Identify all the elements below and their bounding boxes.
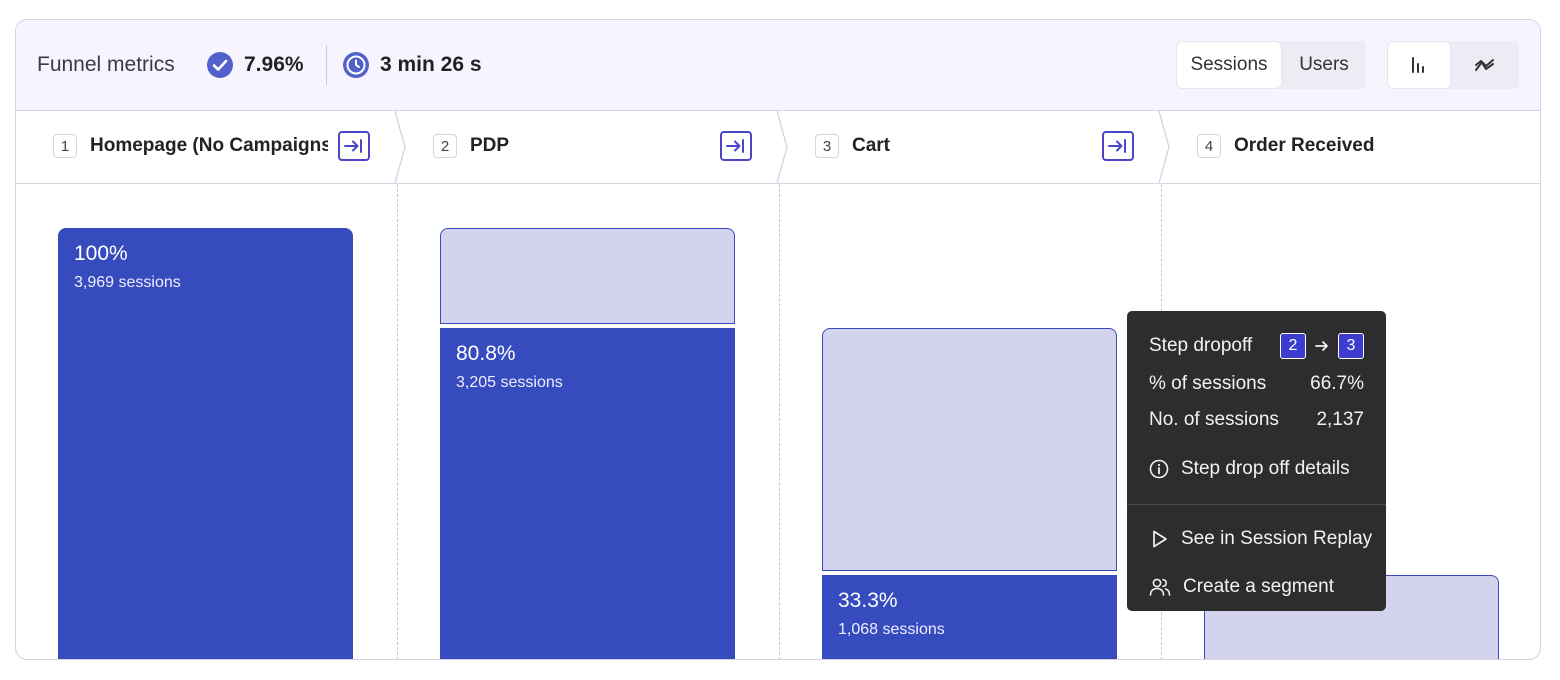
step-divider	[779, 184, 780, 659]
pct-value: 66.7%	[1310, 373, 1364, 394]
step-number: 3	[815, 134, 839, 158]
step-dropoff-details-link[interactable]: Step drop off details	[1149, 458, 1350, 480]
conversion-bar[interactable]: 80.8% 3,205 sessions	[440, 327, 735, 659]
pct-row: % of sessions 66.7%	[1149, 373, 1364, 395]
divider	[326, 45, 327, 85]
page-title: Funnel metrics	[37, 53, 175, 76]
trend-icon	[1475, 59, 1494, 71]
count-row: No. of sessions 2,137	[1149, 409, 1364, 431]
step-number: 1	[53, 134, 77, 158]
arrow-to-end-icon	[344, 139, 362, 153]
conversion-metric: 7.96%	[206, 51, 304, 79]
bar-count-label: 3,969 sessions	[74, 274, 181, 291]
tooltip-title: Step dropoff	[1149, 335, 1253, 356]
sessions-users-toggle: Sessions Users	[1176, 41, 1366, 89]
session-replay-action[interactable]: See in Session Replay	[1149, 528, 1372, 550]
create-segment-label: Create a segment	[1183, 576, 1335, 597]
clock-icon	[343, 52, 369, 78]
pct-label: % of sessions	[1149, 373, 1267, 394]
conversion-bar[interactable]: 100% 3,969 sessions	[58, 228, 353, 659]
time-metric: 3 min 26 s	[342, 51, 482, 79]
from-step-chip: 2	[1280, 333, 1306, 359]
step-name: Homepage (No Campaigns	[90, 135, 328, 156]
view-mode-toggle	[1387, 41, 1519, 89]
count-label: No. of sessions	[1149, 409, 1279, 430]
step-number: 4	[1197, 134, 1221, 158]
session-replay-label: See in Session Replay	[1181, 528, 1373, 549]
toggle-users[interactable]: Users	[1299, 54, 1349, 75]
step-chevron	[776, 111, 788, 183]
check-circle-icon	[207, 52, 233, 78]
step-chevron	[1158, 111, 1170, 183]
conversion-bar[interactable]: 33.3% 1,068 sessions	[822, 574, 1117, 659]
funnel-step-3[interactable]: 3 Cart	[780, 111, 1162, 183]
create-segment-action[interactable]: Create a segment	[1149, 576, 1334, 598]
dropoff-bar[interactable]	[822, 327, 1117, 571]
step-dropoff-tooltip: Step dropoff 2 3 % of sessions 66.7% No.…	[1127, 311, 1386, 611]
to-step-chip: 3	[1338, 333, 1364, 359]
bar-view-button[interactable]	[1387, 41, 1451, 89]
conversion-rate: 7.96%	[244, 53, 304, 76]
toggle-sessions[interactable]: Sessions	[1176, 41, 1282, 89]
step-transition: 2 3	[1280, 333, 1364, 359]
info-icon	[1149, 459, 1169, 479]
arrow-to-end-icon	[726, 139, 744, 153]
jump-to-step-button[interactable]	[1102, 131, 1134, 161]
bar-chart-icon	[1412, 57, 1424, 73]
funnel-header: Funnel metrics 7.96% 3 min 26 s Sessions…	[16, 20, 1540, 111]
tooltip-divider	[1127, 504, 1386, 505]
step-chevron	[394, 111, 406, 183]
play-icon	[1153, 530, 1167, 548]
arrow-to-end-icon	[1108, 139, 1126, 153]
step-name: Cart	[852, 135, 891, 156]
bar-percent-label: 33.3%	[838, 588, 898, 612]
jump-to-step-button[interactable]	[338, 131, 370, 161]
jump-to-step-button[interactable]	[720, 131, 752, 161]
count-value: 2,137	[1316, 409, 1364, 430]
bar-percent-label: 100%	[74, 242, 128, 265]
tooltip-header: Step dropoff 2 3	[1149, 333, 1364, 359]
funnel-chart: 100% 3,969 sessions 80.8% 3,205 sessions 33.…	[16, 184, 1540, 659]
bar-count-label: 3,205 sessions	[456, 373, 563, 391]
arrow-right-icon	[1315, 341, 1328, 351]
bar-count-label: 1,068 sessions	[838, 620, 945, 638]
trend-view-button[interactable]	[1451, 41, 1519, 89]
bar-percent-label: 80.8%	[456, 341, 516, 365]
avg-time: 3 min 26 s	[380, 53, 482, 76]
funnel-step-2[interactable]: 2 PDP	[398, 111, 780, 183]
funnel-step-1[interactable]: 1 Homepage (No Campaigns	[16, 111, 398, 183]
funnel-steps-bar: 1 Homepage (No Campaigns 2 PDP	[16, 111, 1540, 184]
step-number: 2	[433, 134, 457, 158]
details-link-label: Step drop off details	[1181, 458, 1350, 479]
step-divider	[397, 184, 398, 659]
dropoff-bar[interactable]	[440, 228, 735, 324]
funnel-step-4[interactable]: 4 Order Received	[1162, 111, 1540, 183]
step-name: Order Received	[1234, 135, 1375, 156]
users-icon	[1149, 578, 1171, 596]
step-name: PDP	[470, 135, 510, 156]
